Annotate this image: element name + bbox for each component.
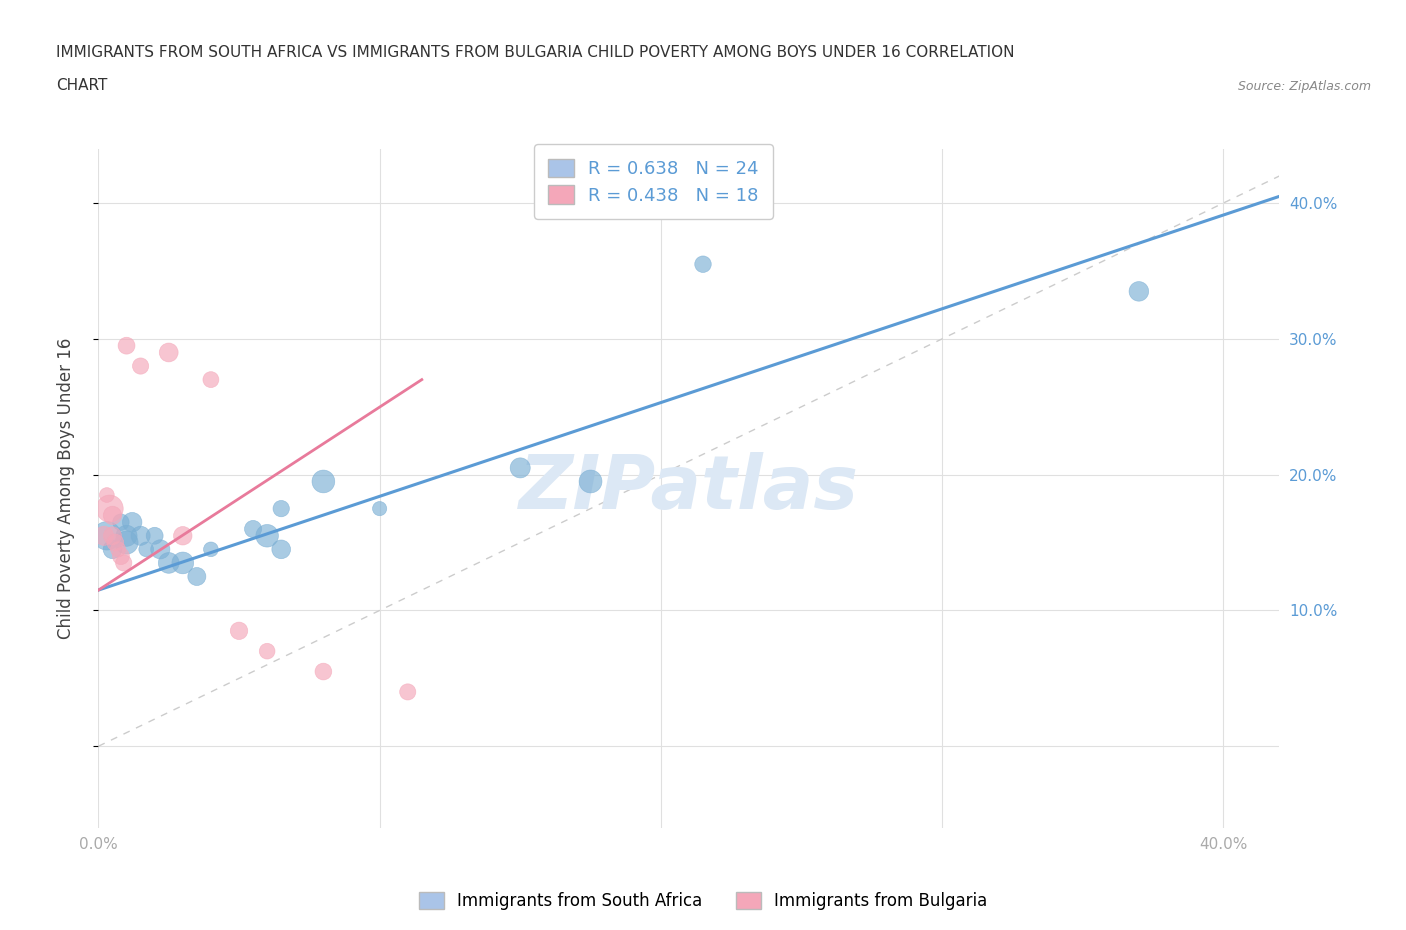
Point	[129, 359, 152, 374]
Point	[110, 515, 132, 530]
Point	[200, 542, 222, 557]
Point	[110, 549, 132, 564]
Point	[256, 528, 278, 543]
Point	[242, 522, 264, 537]
Legend: Immigrants from South Africa, Immigrants from Bulgaria: Immigrants from South Africa, Immigrants…	[412, 885, 994, 917]
Point	[101, 542, 124, 557]
Point	[509, 460, 531, 475]
Point	[1128, 284, 1150, 299]
Point	[104, 535, 127, 550]
Point	[115, 528, 138, 543]
Point	[270, 501, 292, 516]
Point	[312, 664, 335, 679]
Point	[368, 501, 391, 516]
Point	[129, 528, 152, 543]
Point	[121, 515, 143, 530]
Point	[186, 569, 208, 584]
Point	[96, 487, 118, 502]
Point	[143, 528, 166, 543]
Point	[107, 542, 129, 557]
Point	[101, 508, 124, 523]
Text: CHART: CHART	[56, 78, 108, 93]
Y-axis label: Child Poverty Among Boys Under 16: Child Poverty Among Boys Under 16	[56, 338, 75, 639]
Text: ZIPatlas: ZIPatlas	[519, 452, 859, 525]
Point	[256, 644, 278, 658]
Point	[172, 528, 194, 543]
Point	[692, 257, 714, 272]
Point	[115, 535, 138, 550]
Point	[157, 345, 180, 360]
Point	[200, 372, 222, 387]
Legend: R = 0.638   N = 24, R = 0.438   N = 18: R = 0.638 N = 24, R = 0.438 N = 18	[534, 144, 773, 219]
Point	[396, 684, 419, 699]
Point	[98, 501, 121, 516]
Point	[270, 542, 292, 557]
Point	[157, 555, 180, 570]
Point	[579, 474, 602, 489]
Point	[312, 474, 335, 489]
Point	[112, 555, 135, 570]
Point	[115, 339, 138, 353]
Point	[101, 528, 124, 543]
Point	[96, 528, 118, 543]
Point	[149, 542, 172, 557]
Text: Source: ZipAtlas.com: Source: ZipAtlas.com	[1237, 80, 1371, 93]
Point	[93, 528, 115, 543]
Point	[135, 542, 157, 557]
Point	[228, 623, 250, 638]
Point	[172, 555, 194, 570]
Text: IMMIGRANTS FROM SOUTH AFRICA VS IMMIGRANTS FROM BULGARIA CHILD POVERTY AMONG BOY: IMMIGRANTS FROM SOUTH AFRICA VS IMMIGRAN…	[56, 46, 1015, 60]
